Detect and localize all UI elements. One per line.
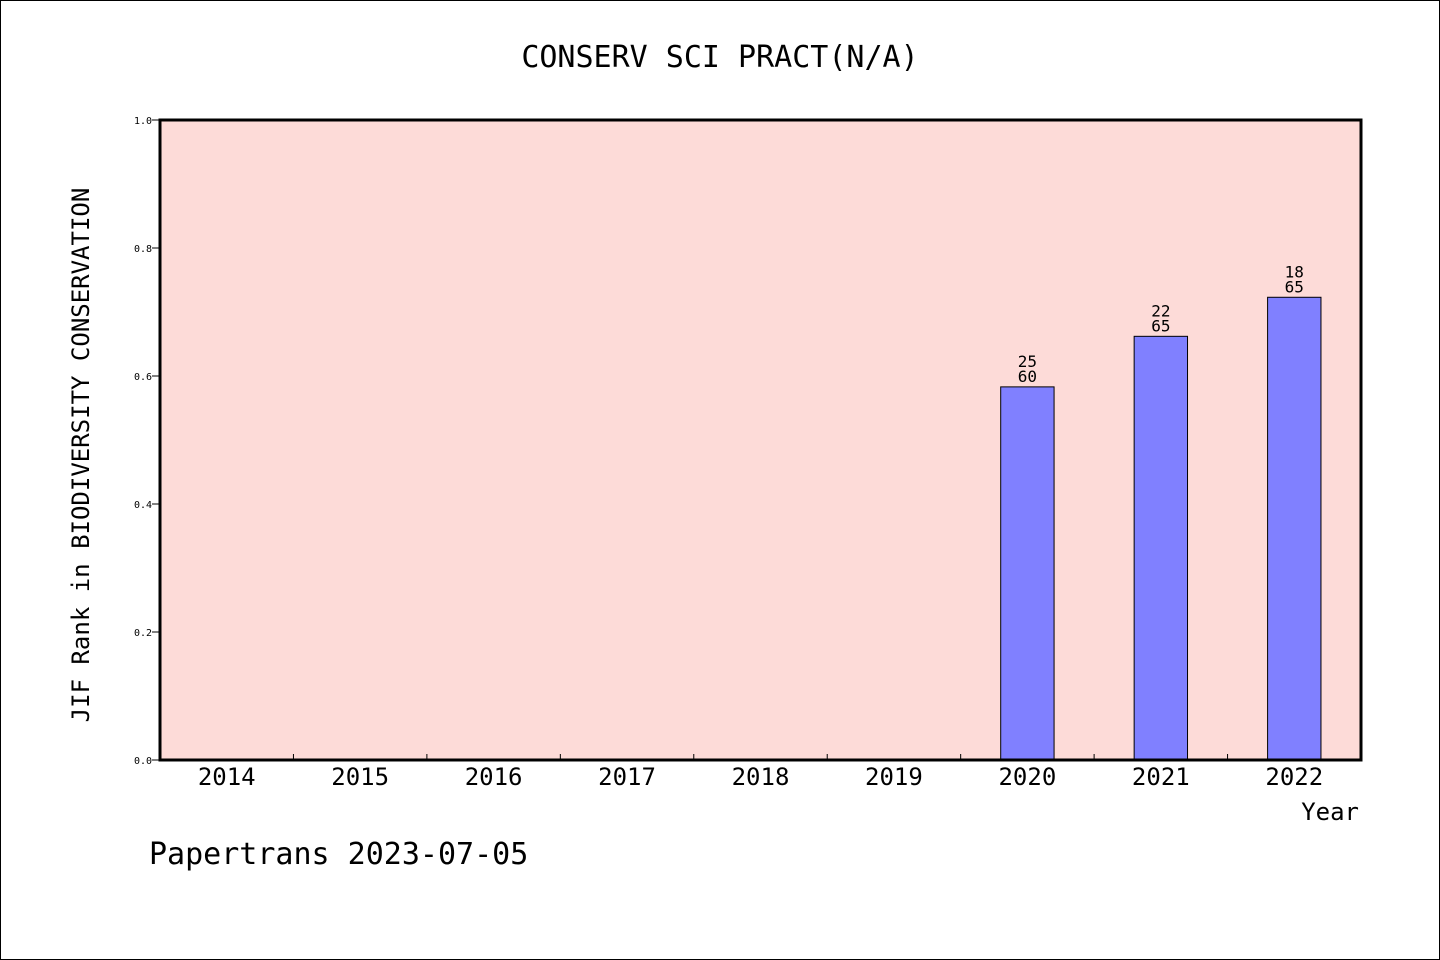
x-tick-label: 2020 [998,763,1056,791]
y-tick-label: 0.2 [134,628,152,639]
y-tick-label: 0.6 [134,372,152,383]
bar [1267,296,1322,761]
y-tick-label: 1.0 [134,116,152,127]
plot-border [158,118,1363,762]
bar-rank-label: 22 [1151,301,1170,320]
bar-rank-label: 25 [1018,352,1037,371]
bar-total-label: 60 [1018,367,1037,386]
x-tick-label: 2022 [1265,763,1323,791]
x-tick-label: 2019 [865,763,923,791]
x-tick-label: 2016 [465,763,523,791]
x-tick-label: 2015 [331,763,389,791]
bar-total-label: 65 [1285,277,1304,296]
x-axis-ticks: 2014 2015 2016 2017 2018 2019 2020 2021 2022 [198,754,1323,791]
x-tick-label: 2014 [198,763,256,791]
x-tick-label: 2017 [598,763,656,791]
bar [1133,335,1189,761]
y-tick-label: 0.8 [134,244,152,255]
bar-rank-label: 18 [1285,262,1304,281]
y-tick-label: 0.4 [134,500,152,511]
x-axis-label: Year [1301,798,1359,826]
x-tick-label: 2018 [732,763,790,791]
chart-title: CONSERV SCI PRACT(N/A) [521,40,918,75]
y-tick-label: 0.0 [134,756,152,767]
x-tick-label: 2021 [1132,763,1190,791]
y-axis-label: JIF Rank in BIODIVERSITY CONSERVATION [67,188,95,723]
y-axis-ticks: 0.0 0.2 0.4 0.6 0.8 1.0 [134,116,160,767]
bar-total-label: 65 [1151,316,1170,335]
bar [1000,386,1055,761]
footer-text: Papertrans 2023-07-05 [149,837,528,872]
